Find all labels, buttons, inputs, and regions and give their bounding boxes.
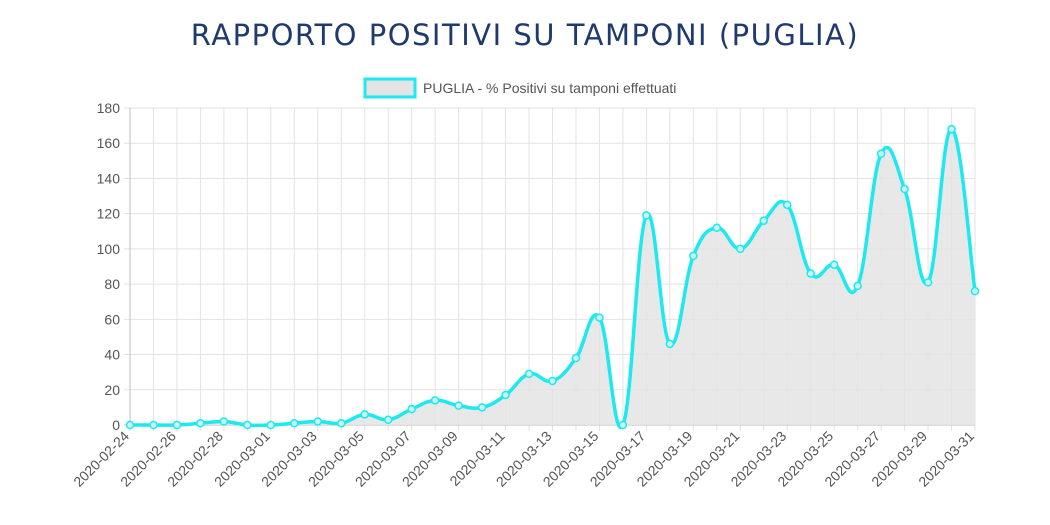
data-point[interactable]	[407, 404, 416, 414]
y-tick-label: 0	[112, 417, 120, 433]
y-tick-label: 20	[104, 382, 120, 398]
y-axis: 0 20 40 60 80 100 120 140 160 180	[97, 100, 121, 433]
legend-label: PUGLIA - % Positivi su tamponi effettuat…	[423, 80, 676, 96]
y-tick-label: 140	[97, 170, 121, 186]
data-point[interactable]	[759, 216, 768, 225]
data-point[interactable]	[642, 211, 651, 220]
data-point[interactable]	[689, 251, 698, 261]
data-point[interactable]	[595, 313, 604, 322]
data-point[interactable]	[806, 269, 815, 278]
y-tick-label: 40	[104, 347, 120, 363]
data-point[interactable]	[266, 420, 276, 430]
series-points	[125, 124, 980, 430]
data-point[interactable]	[125, 420, 135, 430]
y-tick-label: 120	[97, 206, 121, 222]
data-point[interactable]	[571, 353, 581, 363]
data-point[interactable]	[243, 420, 252, 430]
data-point[interactable]	[219, 417, 229, 426]
chart-title: RAPPORTO POSITIVI SU TAMPONI (PUGLIA)	[190, 18, 860, 52]
data-point[interactable]	[290, 418, 299, 428]
data-point[interactable]	[501, 390, 510, 400]
y-tick-label: 100	[97, 241, 121, 257]
data-point[interactable]	[970, 286, 980, 296]
x-axis: 2020-02-242020-02-262020-02-282020-03-01…	[70, 428, 977, 490]
data-point[interactable]	[430, 396, 440, 405]
y-tick-label: 160	[97, 135, 121, 151]
data-point[interactable]	[337, 418, 346, 428]
data-point[interactable]	[383, 415, 393, 424]
data-point[interactable]	[712, 223, 722, 233]
data-point[interactable]	[853, 281, 862, 291]
data-point[interactable]	[548, 376, 557, 386]
y-tick-label: 180	[97, 100, 121, 116]
data-point[interactable]	[665, 339, 675, 349]
data-point[interactable]	[172, 420, 182, 430]
y-tick-label: 80	[104, 276, 120, 292]
data-point[interactable]	[313, 417, 323, 426]
data-point[interactable]	[149, 420, 158, 430]
data-point[interactable]	[736, 244, 745, 254]
data-point[interactable]	[782, 200, 792, 210]
y-tick-label: 60	[104, 311, 120, 327]
data-point[interactable]	[900, 184, 909, 194]
data-point[interactable]	[947, 124, 956, 134]
data-point[interactable]	[829, 260, 839, 269]
legend[interactable]: PUGLIA - % Positivi su tamponi effettuat…	[363, 77, 676, 99]
data-point[interactable]	[876, 149, 886, 159]
data-point[interactable]	[454, 401, 463, 410]
data-point[interactable]	[923, 278, 933, 287]
data-point[interactable]	[360, 410, 369, 419]
data-point[interactable]	[477, 403, 487, 412]
data-point[interactable]	[618, 420, 628, 430]
data-point[interactable]	[524, 369, 534, 379]
series-area-fill	[130, 129, 975, 428]
legend-swatch	[363, 77, 417, 99]
data-point[interactable]	[196, 418, 205, 428]
